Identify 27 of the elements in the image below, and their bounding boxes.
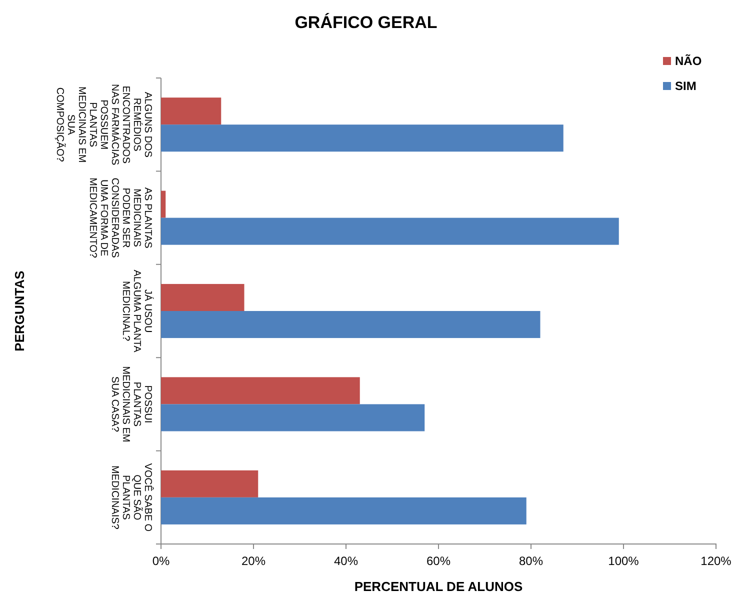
x-tick-label: 120%	[700, 554, 732, 568]
x-tick-label: 100%	[608, 554, 640, 568]
bar	[161, 377, 360, 404]
bar	[161, 284, 244, 311]
bar	[161, 124, 564, 152]
y-tick-label: AS PLANTAS MEDICINAIS PODEM SER CONSIDERADAS UMA FORMA DE MEDICAMENTO?	[87, 178, 153, 258]
x-axis-title: PERCENTUAL DE ALUNOS	[354, 579, 523, 594]
bar	[161, 218, 619, 245]
x-tick-label: 40%	[334, 554, 358, 568]
legend-label: SIM	[675, 79, 696, 93]
y-axis-title: PERGUNTAS	[12, 270, 27, 352]
bar	[161, 98, 222, 125]
x-tick-label: 20%	[241, 554, 266, 568]
x-tick-label: 0%	[152, 554, 170, 568]
bar	[161, 190, 166, 218]
bar	[161, 497, 526, 524]
y-tick-label: JÁ USOU ALGUMA PLANTA MEDICINAL?	[120, 270, 154, 353]
y-tick-label: VOCÊ SABE O QUE SÃO PLANTAS MEDICINAIS?	[109, 463, 154, 532]
chart-title: GRÁFICO GERAL	[294, 12, 438, 32]
x-tick-label: 80%	[518, 554, 544, 568]
y-tick-label: POSSUI PLANTAS MEDICINAIS EM SUA CASA?	[109, 366, 153, 442]
bar	[161, 470, 258, 498]
category-label: ALGUNS DOS REMÉDIOS ENCONTRADOS NAS FARMÁCIAS POSSUEM PLANTAS MEDICINAIS EM SUA COMPOSIÇÃO?	[54, 84, 153, 166]
bar	[161, 311, 540, 338]
legend-label: NÃO	[675, 54, 702, 68]
x-tick-label: 60%	[426, 554, 451, 568]
bar	[161, 404, 425, 432]
